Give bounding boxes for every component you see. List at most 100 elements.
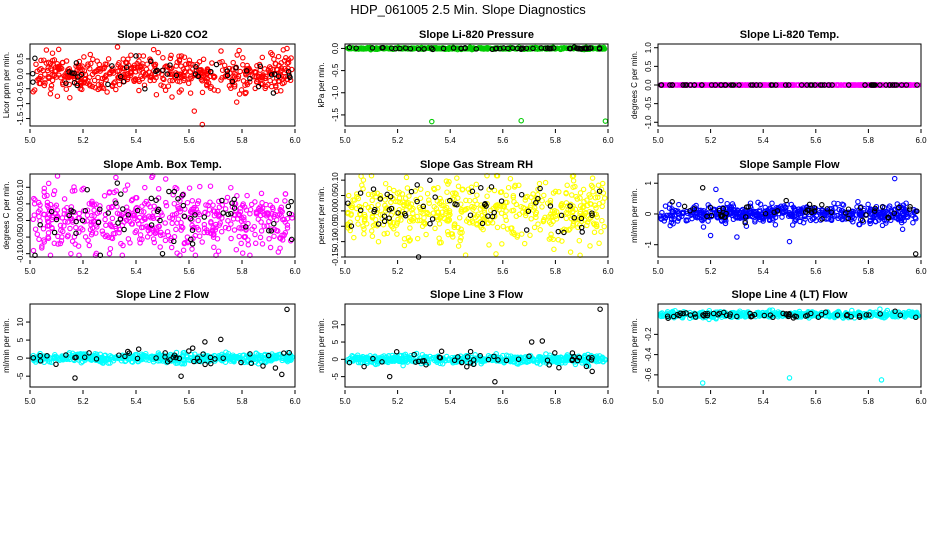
data-point bbox=[430, 119, 434, 123]
outlier-point bbox=[122, 227, 126, 231]
y-tick-label: -0.5 bbox=[16, 81, 25, 95]
data-point bbox=[192, 109, 196, 113]
data-point bbox=[238, 69, 242, 73]
data-point bbox=[188, 91, 192, 95]
data-point bbox=[487, 243, 491, 247]
data-point bbox=[356, 222, 360, 226]
data-point bbox=[187, 81, 191, 85]
outlier-point bbox=[525, 228, 529, 232]
x-tick-label: 5.6 bbox=[183, 136, 195, 145]
data-point bbox=[234, 248, 238, 252]
data-point bbox=[494, 252, 498, 256]
plot-frame bbox=[30, 44, 295, 126]
data-point bbox=[102, 194, 106, 198]
outlier-point bbox=[388, 374, 392, 378]
panel-title: Slope Gas Stream RH bbox=[420, 159, 533, 171]
data-point bbox=[259, 220, 263, 224]
x-tick-label: 6.0 bbox=[915, 267, 927, 276]
x-tick-label: 5.0 bbox=[24, 136, 36, 145]
data-point bbox=[276, 54, 280, 58]
panel-title: Slope Sample Flow bbox=[739, 159, 840, 171]
x-tick-label: 5.2 bbox=[705, 136, 717, 145]
outlier-point bbox=[428, 222, 432, 226]
data-point bbox=[50, 51, 54, 55]
outlier-point bbox=[52, 230, 56, 234]
data-point bbox=[161, 56, 165, 60]
data-point bbox=[370, 229, 374, 233]
data-point bbox=[253, 200, 257, 204]
data-point bbox=[57, 47, 61, 51]
data-point bbox=[590, 176, 594, 180]
x-tick-label: 5.0 bbox=[339, 136, 351, 145]
x-tick-label: 5.2 bbox=[392, 397, 404, 406]
outlier-point bbox=[179, 374, 183, 378]
y-tick-label: -1.0 bbox=[644, 115, 653, 129]
x-tick-label: 5.4 bbox=[130, 136, 142, 145]
y-tick-label: 10 bbox=[16, 317, 25, 326]
data-point bbox=[33, 227, 37, 231]
data-point bbox=[455, 176, 459, 180]
data-point bbox=[31, 248, 35, 252]
x-tick-label: 5.6 bbox=[810, 267, 822, 276]
panel-title: Slope Li-820 Temp. bbox=[740, 29, 839, 41]
data-point bbox=[85, 213, 89, 217]
outlier-point bbox=[219, 337, 223, 341]
y-tick-label: 0.05 bbox=[16, 196, 25, 212]
x-tick-label: 5.4 bbox=[445, 267, 457, 276]
x-tick-label: 5.6 bbox=[497, 136, 509, 145]
y-tick-label: -1.0 bbox=[16, 96, 25, 110]
data-point bbox=[232, 228, 236, 232]
data-point bbox=[169, 53, 173, 57]
x-tick-label: 5.8 bbox=[550, 397, 562, 406]
data-point bbox=[97, 62, 101, 66]
data-point bbox=[108, 247, 112, 251]
data-point bbox=[565, 183, 569, 187]
y-tick-label: 1 bbox=[644, 180, 653, 185]
data-point bbox=[392, 188, 396, 192]
data-point bbox=[458, 216, 462, 220]
data-point bbox=[499, 211, 503, 215]
data-point bbox=[157, 187, 161, 191]
outlier-point bbox=[54, 362, 58, 366]
data-point bbox=[200, 90, 204, 94]
data-point bbox=[137, 88, 141, 92]
outlier-point bbox=[33, 56, 37, 60]
data-point bbox=[253, 232, 257, 236]
data-point bbox=[129, 53, 133, 57]
data-point bbox=[437, 236, 441, 240]
y-tick-label: -1.5 bbox=[16, 111, 25, 125]
outlier-point bbox=[362, 364, 366, 368]
data-point bbox=[383, 198, 387, 202]
y-tick-label: 0.00 bbox=[16, 212, 25, 228]
data-point bbox=[229, 186, 233, 190]
data-point bbox=[74, 225, 78, 229]
data-point bbox=[83, 235, 87, 239]
data-point bbox=[596, 183, 600, 187]
x-tick-label: 5.0 bbox=[339, 267, 351, 276]
outlier-point bbox=[590, 369, 594, 373]
x-tick-label: 5.6 bbox=[183, 397, 195, 406]
outlier-point bbox=[286, 204, 290, 208]
data-point bbox=[603, 119, 607, 123]
data-point bbox=[64, 87, 68, 91]
outlier-point bbox=[540, 339, 544, 343]
data-point bbox=[220, 230, 224, 234]
data-point bbox=[241, 56, 245, 60]
outlier-point bbox=[580, 230, 584, 234]
x-tick-label: 5.8 bbox=[550, 267, 562, 276]
data-points bbox=[31, 174, 294, 258]
x-tick-label: 5.4 bbox=[130, 267, 142, 276]
y-tick-label: -5 bbox=[331, 373, 340, 381]
data-point bbox=[571, 179, 575, 183]
data-point bbox=[34, 62, 38, 66]
outlier-point bbox=[137, 347, 141, 351]
data-point bbox=[163, 221, 167, 225]
data-point bbox=[44, 48, 48, 52]
data-point bbox=[581, 187, 585, 191]
